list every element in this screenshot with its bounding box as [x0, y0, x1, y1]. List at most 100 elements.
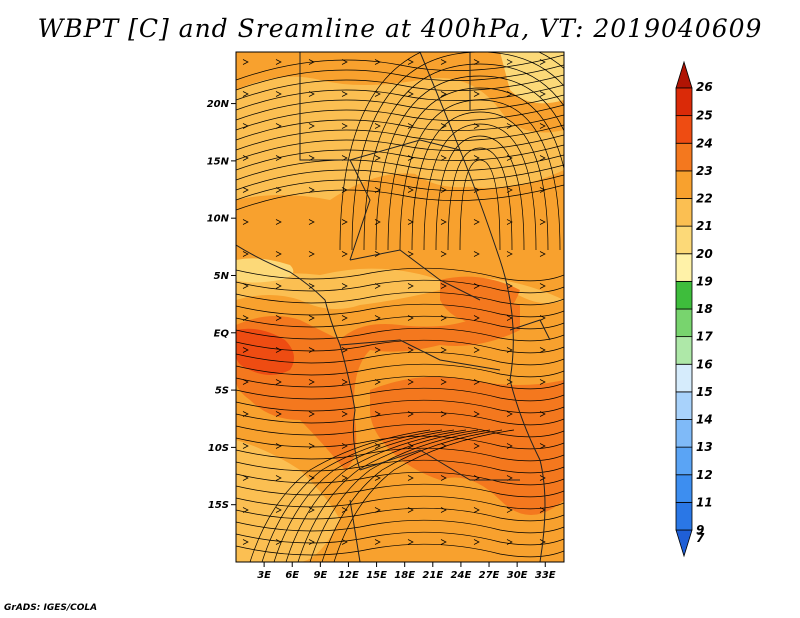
streamline [273, 429, 455, 562]
country-border-5 [359, 449, 520, 481]
streamline-arrow [407, 347, 414, 353]
streamline-arrow [242, 219, 249, 225]
streamline-arrow [308, 123, 315, 129]
colorbar-label: 9 [696, 523, 704, 537]
streamline [236, 387, 564, 402]
streamline [236, 279, 564, 294]
streamline-arrow [506, 411, 513, 417]
streamline-arrow [275, 219, 282, 225]
streamline-arrow [275, 475, 282, 481]
streamline-arrow [374, 187, 381, 193]
streamline-arrow [539, 283, 546, 289]
streamline-arrow [242, 507, 249, 513]
streamline-arrow [407, 539, 414, 545]
lon-tick-label: 6E [285, 570, 299, 581]
lat-tick-label: EQ [214, 328, 230, 339]
streamline-arrow [473, 539, 480, 545]
streamline [261, 429, 443, 562]
streamline [236, 164, 564, 191]
streamline-arrow [539, 219, 546, 225]
streamline-arrow [242, 283, 249, 289]
streamline-arrow [440, 59, 447, 65]
streamline [236, 124, 564, 151]
streamline-arrow [407, 123, 414, 129]
streamline-arrow [242, 187, 249, 193]
streamline-arrow [374, 315, 381, 321]
streamline-arrow [308, 251, 315, 257]
colorbar-label: 7 [696, 531, 705, 545]
streamline [236, 174, 564, 201]
streamline [236, 459, 564, 474]
lat-tick-label: 20N [207, 99, 230, 110]
streamline-arrow [539, 475, 546, 481]
colorbar-swatch [675, 87, 693, 117]
streamline-arrow [275, 187, 282, 193]
streamline-arrow [275, 507, 282, 513]
streamline-arrow [539, 379, 546, 385]
streamline [285, 429, 467, 562]
lon-tick-label: 12E [338, 570, 359, 581]
streamline-arrow [440, 219, 447, 225]
streamline-arrow [473, 219, 480, 225]
streamline [249, 429, 431, 562]
streamline-arrow [473, 411, 480, 417]
streamline-arrow [473, 443, 480, 449]
west-africa-coastline [236, 244, 361, 471]
streamline-arrow [242, 123, 249, 129]
lon-tick-label: 9E [313, 570, 327, 581]
streamline-arrow [341, 443, 348, 449]
streamline-arrow [539, 155, 546, 161]
streamline-arrow [473, 91, 480, 97]
streamline [236, 303, 564, 318]
streamline [236, 267, 564, 282]
streamline-arrow [275, 59, 282, 65]
streamline-arrow [242, 347, 249, 353]
streamline-arrow [242, 251, 249, 257]
streamline-arrow [473, 123, 480, 129]
wbpt-northeast-cool [500, 52, 564, 104]
streamline-arrow [506, 507, 513, 513]
streamline [333, 429, 515, 562]
streamline-arrow [539, 539, 546, 545]
streamline-arrow [242, 443, 249, 449]
streamline-arrow [341, 219, 348, 225]
wbpt-hot-core-west [236, 328, 294, 375]
wbpt-warm-patch [400, 142, 507, 188]
streamline-arrow [473, 59, 480, 65]
country-border-3 [349, 249, 481, 301]
streamline-arrow [308, 219, 315, 225]
longitude-axis: 3E 6E 9E 12E 15E 18E 21E 24E 27E 30E 33E [257, 562, 556, 581]
streamline-arrow [374, 59, 381, 65]
streamline-arrow [242, 475, 249, 481]
streamline-arrow [308, 91, 315, 97]
streamline-arrow [341, 507, 348, 513]
streamline-arrow [407, 475, 414, 481]
streamline-arrow [506, 539, 513, 545]
streamline-arrow [275, 379, 282, 385]
streamline [236, 94, 564, 121]
streamline-arrow [440, 379, 447, 385]
streamline-arrow [374, 91, 381, 97]
streamline-arrow [275, 443, 282, 449]
streamline-arrow [539, 251, 546, 257]
streamline-arrow [506, 123, 513, 129]
colorbar-label: 16 [696, 357, 713, 371]
streamline [236, 315, 564, 330]
streamline-arrow [374, 283, 381, 289]
streamline-arrow [473, 379, 480, 385]
streamline-arrow [341, 91, 348, 97]
colorbar-label: 12 [696, 468, 713, 482]
streamline [236, 423, 564, 438]
streamline-arrow [506, 219, 513, 225]
streamlines [236, 52, 564, 562]
lake-outline [509, 319, 551, 341]
colorbar-label: 17 [696, 330, 713, 344]
lon-tick-label: 3E [257, 570, 271, 581]
streamline-arrow [440, 475, 447, 481]
streamline-arrow [407, 251, 414, 257]
streamline-arrow [407, 187, 414, 193]
colorbar-label: 11 [696, 495, 713, 509]
lon-tick-label: 33E [535, 570, 556, 581]
colorbar-label: 23 [696, 164, 713, 178]
streamline-arrow [341, 283, 348, 289]
